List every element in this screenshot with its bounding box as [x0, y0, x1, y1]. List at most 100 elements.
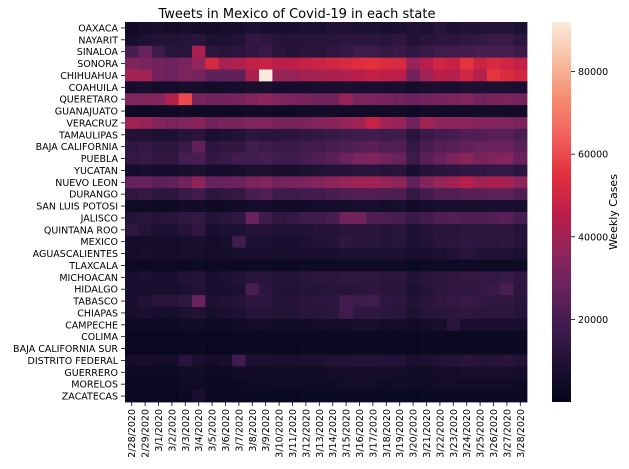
- heatmap-cell: [379, 378, 394, 391]
- heatmap-cell: [299, 33, 313, 47]
- heatmap-cell: [312, 378, 327, 391]
- heatmap-cell: [192, 93, 206, 106]
- heatmap-cell: [433, 283, 447, 296]
- heatmap-cell: [218, 33, 233, 47]
- heatmap-cell: [433, 33, 447, 47]
- heatmap-cell: [151, 295, 166, 308]
- heatmap-cell: [339, 247, 354, 260]
- heatmap-cell: [433, 140, 447, 154]
- heatmap-cells: [125, 22, 528, 403]
- heatmap-cell: [205, 223, 220, 237]
- heatmap-cell: [486, 33, 501, 47]
- heatmap-cell: [299, 140, 313, 154]
- heatmap-cell: [192, 22, 206, 35]
- heatmap-cell: [245, 188, 260, 201]
- heatmap-cell: [138, 33, 153, 47]
- heatmap-cell: [245, 93, 260, 106]
- heatmap-cell: [419, 176, 434, 189]
- heatmap-cell: [178, 223, 193, 237]
- heatmap-cell: [473, 57, 488, 70]
- heatmap-cell: [500, 117, 514, 130]
- date-axis: 2/28/2020 2/29/2020 3/1/2020 3/2/2020 3/3/20…: [127, 402, 527, 458]
- heatmap-cell: [393, 283, 407, 296]
- heatmap-cell: [393, 128, 407, 142]
- heatmap-cell: [486, 390, 501, 403]
- heatmap-cell: [138, 188, 153, 201]
- heatmap-cell: [366, 176, 380, 189]
- heatmap-cell: [312, 342, 327, 355]
- state-label: SINALOA: [77, 47, 119, 58]
- heatmap-cell: [433, 188, 447, 201]
- heatmap-cell: [500, 378, 514, 391]
- heatmap-cell: [406, 283, 421, 296]
- state-label: ZACATECAS: [62, 392, 118, 403]
- heatmap-cell: [192, 307, 206, 320]
- heatmap-cell: [393, 22, 407, 35]
- heatmap-cell: [460, 259, 474, 272]
- heatmap-cell: [513, 81, 528, 94]
- heatmap-cell: [326, 200, 340, 213]
- heatmap-cell: [165, 307, 179, 320]
- heatmap-cell: [352, 342, 367, 355]
- heatmap-cell: [326, 247, 340, 260]
- heatmap-cell: [513, 271, 528, 284]
- heatmap-cell: [259, 271, 273, 284]
- heatmap-cell: [218, 105, 233, 118]
- heatmap-cell: [326, 81, 340, 94]
- heatmap-cell: [272, 235, 287, 249]
- heatmap-cell: [218, 93, 233, 106]
- heatmap-cell: [178, 390, 193, 403]
- date-label: 3/7/2020: [234, 409, 245, 452]
- heatmap-cell: [352, 69, 367, 82]
- heatmap-cell: [500, 200, 514, 213]
- heatmap-cell: [272, 69, 287, 82]
- heatmap-cell: [379, 318, 394, 332]
- state-label: PUEBLA: [81, 154, 119, 165]
- heatmap-cell: [473, 259, 488, 272]
- heatmap-cell: [379, 259, 394, 272]
- heatmap-cell: [245, 128, 260, 142]
- heatmap-cell: [393, 307, 407, 320]
- heatmap-cell: [513, 354, 528, 367]
- heatmap-cell: [151, 366, 166, 379]
- heatmap-cell: [406, 307, 421, 320]
- heatmap-cell: [125, 366, 139, 379]
- heatmap-cell: [326, 378, 340, 391]
- heatmap-cell: [178, 247, 193, 260]
- heatmap-cell: [205, 152, 220, 165]
- heatmap-cell: [299, 22, 313, 35]
- heatmap-cell: [393, 235, 407, 249]
- heatmap-cell: [446, 57, 461, 70]
- heatmap-cell: [218, 140, 233, 154]
- heatmap-cell: [285, 259, 300, 272]
- heatmap-cell: [366, 259, 380, 272]
- heatmap-cell: [312, 212, 327, 225]
- heatmap-cell: [326, 354, 340, 367]
- state-label: TLAXCALA: [68, 261, 118, 272]
- heatmap-cell: [446, 318, 461, 332]
- heatmap-cell: [460, 105, 474, 118]
- heatmap-cell: [446, 307, 461, 320]
- heatmap-cell: [205, 307, 220, 320]
- heatmap-cell: [339, 283, 354, 296]
- heatmap-cell: [312, 200, 327, 213]
- heatmap-cell: [272, 366, 287, 379]
- heatmap-cell: [285, 212, 300, 225]
- heatmap-cell: [218, 283, 233, 296]
- heatmap-cell: [379, 235, 394, 249]
- heatmap-cell: [393, 295, 407, 308]
- heatmap-cell: [138, 81, 153, 94]
- heatmap-cell: [299, 259, 313, 272]
- heatmap-cell: [433, 354, 447, 367]
- heatmap-cell: [419, 93, 434, 106]
- heatmap-cell: [379, 188, 394, 201]
- heatmap-cell: [352, 93, 367, 106]
- heatmap-cell: [486, 45, 501, 59]
- heatmap-cell: [232, 45, 246, 59]
- date-label: 3/19/2020: [395, 409, 406, 458]
- heatmap-cell: [232, 271, 246, 284]
- heatmap-cell: [433, 390, 447, 403]
- heatmap-cell: [205, 271, 220, 284]
- heatmap-cell: [205, 259, 220, 272]
- heatmap-cell: [460, 390, 474, 403]
